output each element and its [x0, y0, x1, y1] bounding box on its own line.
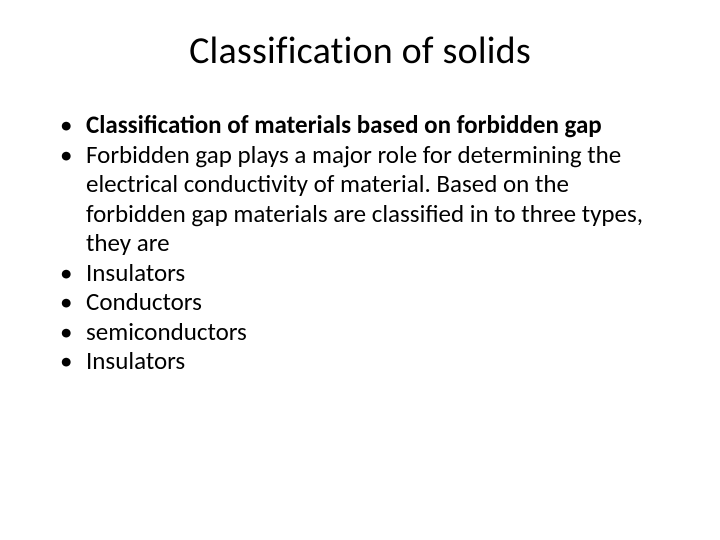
slide: { "title": { "text": "Classification of …	[0, 0, 720, 540]
bullet-text: Insulators	[86, 257, 185, 288]
slide-title: Classification of solids	[48, 28, 672, 74]
bullet-text: Forbidden gap plays a major role for det…	[86, 139, 643, 259]
list-item: Forbidden gap plays a major role for det…	[58, 140, 672, 258]
bullet-text: semiconductors	[86, 316, 247, 347]
slide-body: Classification of materials based on for…	[48, 110, 672, 376]
list-item: Insulators	[58, 258, 672, 288]
bullet-list: Classification of materials based on for…	[58, 110, 672, 376]
list-item: Insulators	[58, 346, 672, 376]
list-item: Classification of materials based on for…	[58, 110, 672, 140]
bullet-text: Conductors	[86, 286, 202, 317]
list-item: semiconductors	[58, 317, 672, 347]
bullet-text: Classification of materials based on for…	[86, 109, 602, 140]
bullet-text: Insulators	[86, 345, 185, 376]
list-item: Conductors	[58, 287, 672, 317]
